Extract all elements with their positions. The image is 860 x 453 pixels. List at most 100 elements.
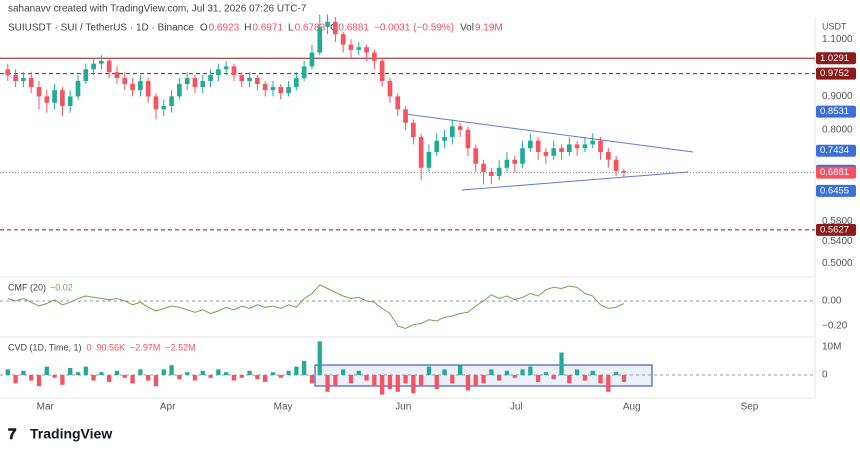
cvd-bar [426, 366, 432, 375]
candle-body [169, 96, 174, 107]
legend-text: −0.0031 (−0.59%) [374, 23, 454, 34]
cvd-bar [621, 374, 627, 382]
level-tag [816, 166, 856, 179]
legend-text: 0.6783 [295, 23, 326, 34]
level-label: 0.6881 [820, 167, 849, 178]
level-label: 0.7434 [820, 145, 849, 156]
candle-body [262, 84, 268, 91]
cvd-bar [216, 369, 221, 375]
candle-body [457, 126, 463, 130]
candle-body [153, 96, 159, 110]
candle-body [559, 148, 564, 152]
pane-title: CMF (20) [8, 282, 46, 292]
cvd-bar [309, 374, 315, 384]
cvd-bar [364, 374, 369, 381]
y-tick-label: 0.00 [822, 296, 842, 307]
candle-body [434, 140, 440, 152]
legend-text: SUIUSDT · SUI / TetherUS · 1D · Binance [8, 23, 194, 34]
candle-body [551, 148, 557, 156]
candle-body [442, 137, 447, 141]
cvd-bar [177, 374, 182, 380]
x-tick-label: Jun [395, 402, 411, 413]
candle-body [5, 69, 11, 76]
level-label: 0.8531 [820, 106, 849, 117]
cvd-bar [192, 374, 198, 381]
legend-text: 9.19M [475, 23, 503, 34]
cvd-bar [403, 374, 408, 384]
x-tick-label: May [274, 402, 293, 413]
cvd-bar [512, 374, 517, 378]
cvd-bar [239, 374, 244, 378]
candle-body [418, 137, 424, 168]
candle-body [348, 44, 354, 50]
candle-body [309, 52, 315, 67]
candle-body [255, 78, 260, 85]
y-tick-label: 0.9000 [822, 91, 853, 102]
cvd-bar [473, 374, 478, 387]
candle-body [239, 75, 245, 82]
level-tag [816, 105, 856, 118]
cvd-bar [122, 374, 127, 378]
candle-body [247, 78, 252, 82]
candle-body [294, 78, 299, 88]
cvd-bar [107, 374, 112, 382]
cvd-bar [200, 370, 205, 375]
level-label: 0.6455 [820, 185, 849, 196]
candle-body [184, 78, 190, 85]
candle-body [520, 148, 525, 164]
cvd-bar [489, 369, 494, 375]
candle-body [621, 170, 627, 173]
level-label: 0.9752 [820, 68, 849, 79]
cvd-bar [286, 370, 291, 375]
cvd-bar [294, 366, 299, 375]
candle-body [566, 144, 572, 152]
cvd-bar [36, 374, 42, 387]
y-tick-label: 0.5400 [822, 236, 853, 247]
cvd-bar [372, 374, 377, 387]
cvd-bar [263, 374, 268, 382]
cvd-bar [185, 372, 190, 375]
trendline [404, 113, 694, 153]
cvd-bar [613, 372, 619, 375]
cvd-bar [114, 370, 120, 375]
candle-body [177, 84, 182, 97]
candle-body [512, 159, 518, 164]
candle-body [75, 81, 81, 97]
candle-body [411, 122, 416, 138]
candle-body [496, 167, 502, 177]
legend-text: L [288, 23, 294, 34]
pane-value: −0.02 [50, 282, 73, 292]
cvd-bar [504, 370, 510, 375]
cvd-bar [138, 369, 143, 375]
cvd-bar [255, 374, 260, 380]
cvd-bar [68, 367, 73, 375]
brand: TradingView [30, 426, 112, 442]
pane-value: −2.52M [165, 342, 195, 352]
candle-body [340, 34, 346, 45]
cvd-bar [481, 374, 486, 384]
candle-body [465, 129, 471, 149]
cvd-bar [543, 372, 549, 375]
candle-body [372, 52, 377, 61]
candle-body [13, 75, 18, 82]
candle-body [590, 140, 596, 145]
cvd-bar [442, 369, 447, 375]
x-tick-label: Aug [623, 402, 641, 413]
cvd-bar [83, 366, 88, 375]
candle-body [574, 144, 580, 149]
y-tick-label: 10M [822, 342, 841, 353]
cvd-bar [99, 372, 104, 375]
cvd-bar [29, 374, 34, 381]
level-tag [816, 52, 856, 65]
candle-body [317, 26, 323, 53]
cvd-bar [450, 374, 455, 384]
legend-text: 0.6971 [252, 23, 283, 34]
candle-body [200, 81, 206, 88]
cvd-bar [457, 365, 463, 375]
level-tag [816, 184, 856, 197]
candle-body [52, 90, 57, 103]
y-tick-label: 0.8000 [822, 124, 853, 135]
y-tick-label: 0 [822, 370, 828, 381]
candle-body [473, 148, 479, 164]
candle-body [395, 96, 401, 110]
